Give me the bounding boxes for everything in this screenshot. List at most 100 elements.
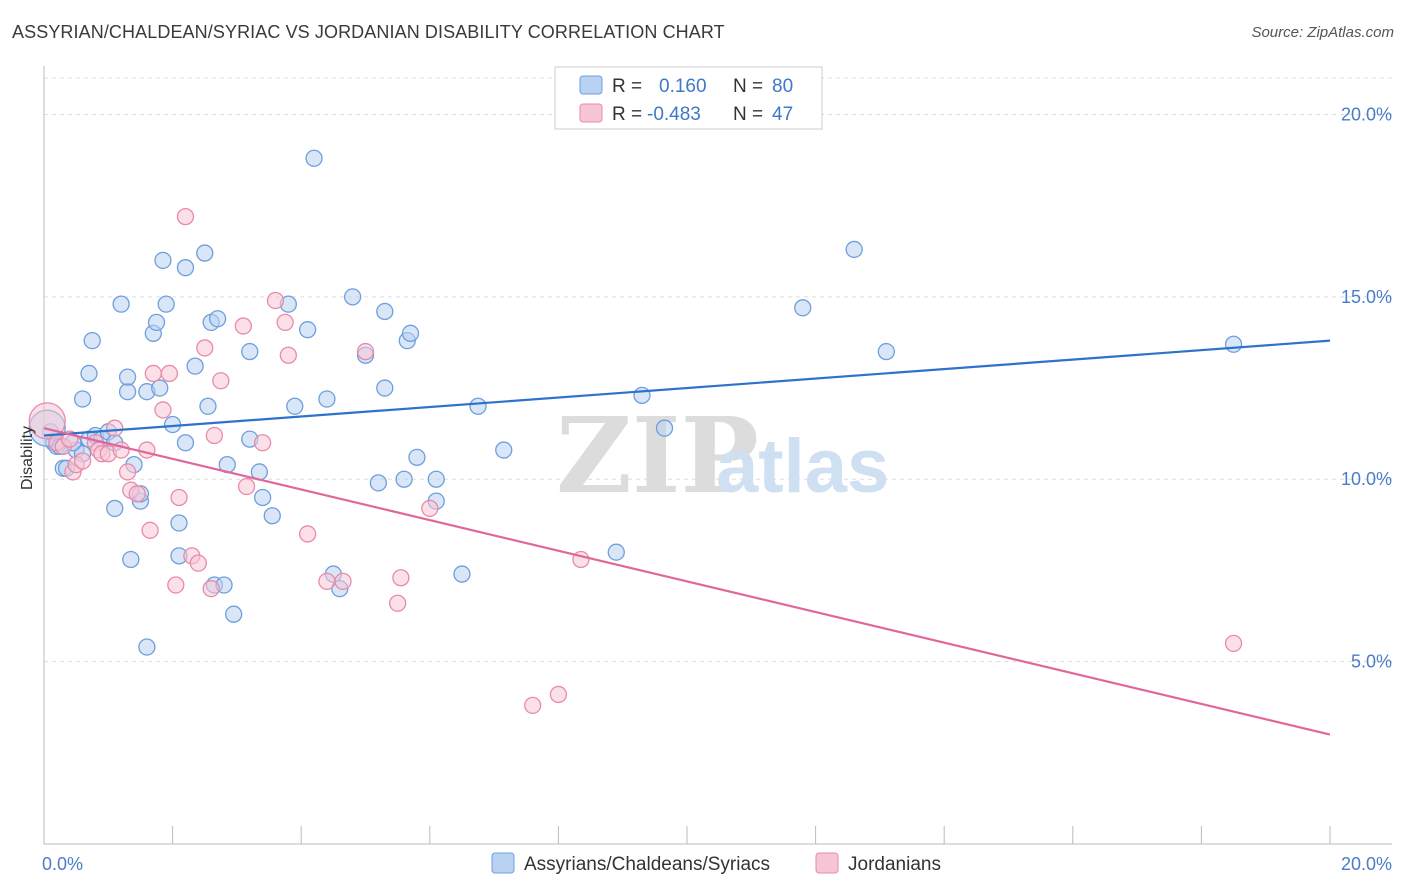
assyrian-point (408, 448, 426, 467)
assyrian-point (170, 514, 188, 532)
assyrian-point (401, 324, 420, 342)
jordanian-point (106, 419, 124, 437)
jordanian-point (276, 313, 294, 332)
assyrian-point (199, 397, 217, 415)
jordanian-trend-line (43, 427, 1331, 736)
series-legend-label-jordanians: Jordanians (848, 854, 941, 875)
assyrian-point (186, 357, 204, 375)
jordanian-point (128, 485, 146, 503)
jordanian-point (144, 364, 162, 383)
assyrian-point (253, 488, 272, 507)
y-tick-label: 5.0% (1351, 652, 1392, 672)
jordanian-point (141, 521, 159, 539)
series-legend-swatch-jordanians (815, 852, 839, 874)
jordanian-point (138, 441, 156, 459)
jordanian-point (154, 401, 172, 419)
jordanian-point (176, 207, 195, 226)
jordanian-point (196, 339, 214, 357)
assyrian-point (106, 499, 124, 518)
assyrian-point (225, 605, 243, 623)
stats-legend-swatch-pink (579, 103, 603, 123)
jordanian-point (334, 572, 352, 591)
jordanian-point (167, 576, 185, 594)
points-layer (28, 149, 1243, 715)
stats-legend-swatch-blue (579, 75, 603, 95)
assyrian-point (376, 302, 394, 321)
jordanian-point (318, 572, 336, 591)
stats-legend-r-label: R = (612, 104, 642, 125)
assyrian-point (241, 342, 259, 361)
jordanian-point (356, 342, 375, 361)
series-legend: Assyrians/Chaldeans/Syriacs Jordanians (491, 852, 941, 875)
jordanian-point (234, 317, 252, 335)
assyrian-point (286, 397, 304, 415)
y-tick-label: 15.0% (1341, 287, 1392, 307)
watermark: ZIP atlas (556, 394, 889, 517)
watermark-atlas: atlas (716, 424, 889, 509)
jordanian-point (73, 452, 92, 470)
assyrian-point (112, 295, 130, 313)
assyrian-point (138, 638, 156, 656)
jordanian-point (237, 477, 256, 496)
jordanian-point (524, 696, 542, 715)
grid-layer (44, 77, 1392, 663)
jordanian-point (392, 569, 410, 587)
stats-legend: R = 0.160 N = 80 R = -0.483 N = 47 (554, 66, 823, 130)
source-attribution: Source: ZipAtlas.com (1251, 24, 1394, 41)
series-legend-label-assyrians: Assyrians/Chaldeans/Syriacs (524, 854, 770, 875)
assyrian-point (395, 470, 413, 488)
assyrian-point (607, 543, 625, 561)
jordanian-point (298, 525, 317, 543)
assyrian-point (877, 342, 895, 361)
axes-layer: 5.0% 10.0% 15.0% 20.0% 0.0% 20.0% (42, 66, 1392, 874)
stats-legend-n-value: 80 (772, 76, 793, 97)
assyrian-point (80, 364, 98, 383)
jordanian-point (253, 434, 272, 452)
stats-legend-n-value: 47 (772, 104, 793, 125)
jordanian-point (266, 291, 285, 310)
assyrian-point (122, 550, 140, 569)
y-tick-label: 20.0% (1341, 104, 1392, 124)
assyrian-point (151, 379, 169, 397)
stats-legend-r-value: -0.483 (647, 104, 701, 125)
assyrian-point (369, 474, 388, 492)
assyrian-point (298, 321, 317, 339)
assyrian-point (633, 386, 651, 404)
jordanian-point (421, 499, 439, 518)
assyrian-point (176, 259, 195, 277)
series-legend-swatch-assyrians (491, 852, 515, 874)
stats-legend-r-label: R = (612, 76, 642, 97)
assyrian-point (83, 331, 101, 350)
assyrian-point (427, 470, 445, 488)
jordanian-point (549, 685, 568, 704)
jordanian-point (212, 372, 230, 390)
stats-legend-n-label: N = (733, 104, 763, 125)
y-axis-label: Disability (19, 426, 36, 490)
jordanian-point (170, 488, 188, 507)
jordanian-point (189, 554, 207, 572)
watermark-zip: ZIP (556, 394, 759, 517)
assyrian-trend-line (43, 339, 1331, 437)
assyrian-point (318, 390, 336, 408)
jordanian-point (160, 364, 179, 383)
stats-legend-r-value: 0.160 (659, 76, 707, 97)
jordanian-point (279, 346, 297, 364)
assyrian-point (176, 434, 195, 452)
assyrian-point (376, 379, 394, 397)
assyrian-point (655, 419, 674, 437)
jordanian-point (202, 580, 220, 598)
jordanian-point (118, 463, 137, 481)
jordanian-point (205, 426, 224, 445)
jordanian-point (28, 402, 66, 440)
assyrian-point (154, 251, 172, 270)
x-tick-label: 0.0% (42, 854, 83, 874)
assyrian-point (263, 507, 281, 525)
assyrian-point (208, 310, 227, 328)
assyrian-point (845, 240, 863, 259)
jordanian-point (388, 594, 407, 612)
assyrian-point (495, 441, 513, 459)
assyrian-point (157, 295, 175, 313)
chart-title: ASSYRIAN/CHALDEAN/SYRIAC VS JORDANIAN DI… (12, 22, 725, 42)
assyrian-point (147, 313, 166, 332)
